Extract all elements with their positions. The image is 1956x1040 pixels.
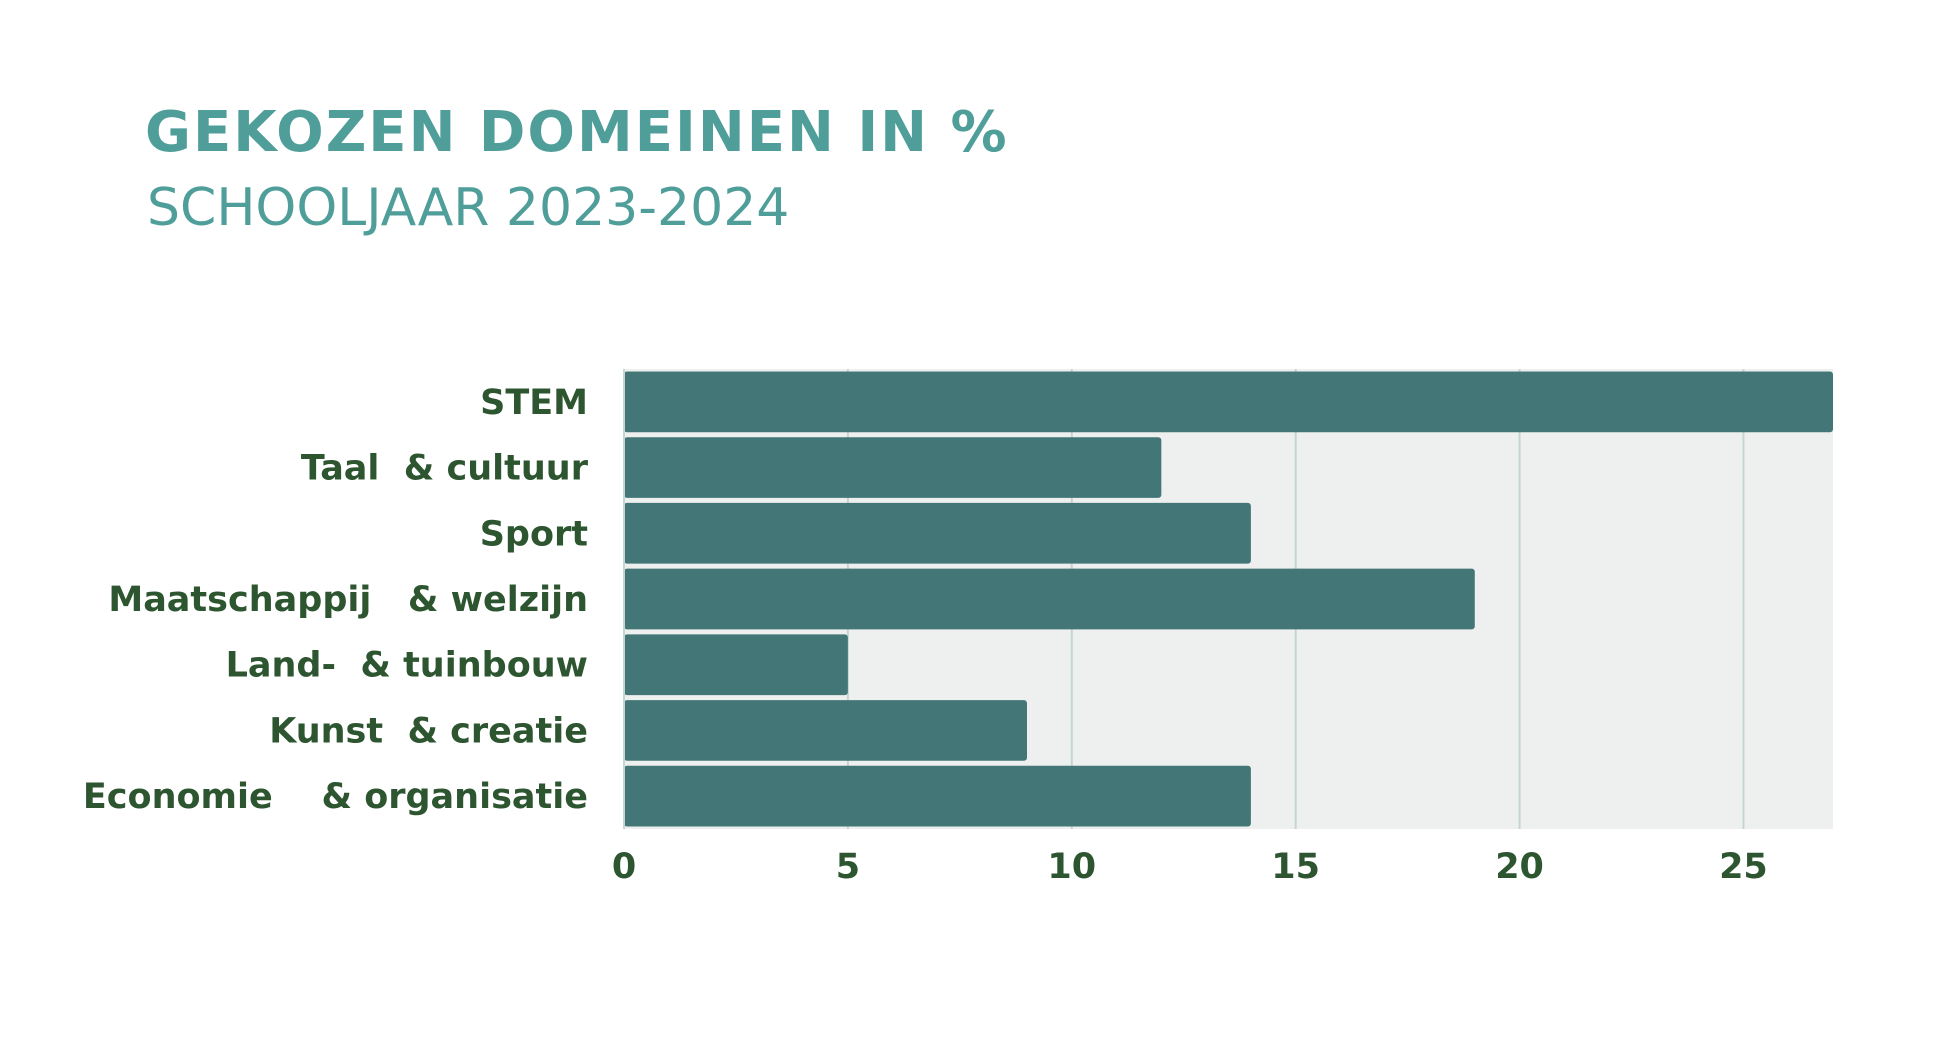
x-tick-label-5: 5 — [836, 847, 860, 887]
bar-4 — [624, 634, 848, 696]
category-label-0: STEM — [480, 383, 588, 423]
x-tick-label-20: 20 — [1495, 847, 1544, 887]
chart-subtitle: SCHOOLJAAR 2023-2024 — [147, 178, 790, 238]
bar-2 — [624, 502, 1251, 564]
bar-1 — [624, 437, 1162, 498]
bar-5 — [624, 700, 1027, 761]
category-label-2: Sport — [480, 514, 588, 554]
bar-6 — [624, 765, 1251, 827]
category-label-3: Maatschappij & welzijn — [108, 580, 588, 620]
bar-0 — [624, 371, 1833, 433]
x-tick-label-10: 10 — [1047, 847, 1096, 887]
category-label-4: Land- & tuinbouw — [226, 646, 588, 686]
category-label-1: Taal & cultuur — [301, 449, 589, 489]
x-tick-labels: 0 5 10 15 20 25 — [612, 847, 1768, 887]
category-labels: STEM Taal & cultuur Sport Maatschappij & we… — [83, 383, 589, 817]
x-tick-label-15: 15 — [1271, 847, 1320, 887]
x-tick-label-25: 25 — [1719, 847, 1768, 887]
bar-3 — [624, 568, 1475, 630]
bars — [624, 371, 1833, 827]
category-label-5: Kunst & creatie — [269, 711, 588, 751]
category-label-6: Economie & organisatie — [83, 777, 588, 817]
chart-title: GEKOZEN DOMEINEN IN % — [145, 100, 1009, 165]
x-tick-label-0: 0 — [612, 847, 636, 887]
